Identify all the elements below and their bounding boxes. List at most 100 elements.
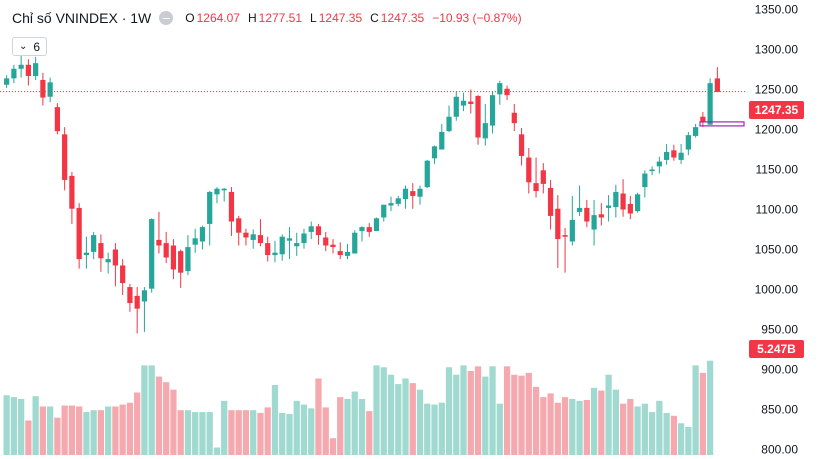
candle-body <box>192 238 198 245</box>
candle-body <box>352 232 358 254</box>
low-value: 1247.35 <box>318 11 363 25</box>
indicators-toggle[interactable]: ⌄ 6 <box>12 37 48 56</box>
volume-bar <box>706 360 714 455</box>
y-tick-label: 1000.00 <box>755 283 799 297</box>
candle-body <box>11 68 17 79</box>
candle-body <box>149 219 155 289</box>
volume-bar <box>540 397 547 455</box>
indicators-count: 6 <box>33 39 41 54</box>
candle-body <box>170 245 177 270</box>
volume-bar <box>656 400 663 455</box>
volume-bar <box>112 406 119 455</box>
close-label: C <box>370 11 379 25</box>
volume-bar <box>685 427 692 455</box>
volume-bar <box>192 412 199 455</box>
close-value: 1247.35 <box>380 11 425 25</box>
candle-body <box>243 232 249 238</box>
volume-bar <box>148 365 155 455</box>
candle-body <box>83 252 90 256</box>
volume-bar <box>213 447 221 455</box>
high-label: H <box>247 11 257 25</box>
volume-bar <box>126 402 134 455</box>
volume-bar <box>482 376 489 455</box>
volume-bar <box>554 402 561 455</box>
candle-body <box>359 227 365 232</box>
candle-body <box>279 236 285 255</box>
candle-body <box>395 198 401 204</box>
volume-bar <box>163 382 170 455</box>
candle-body <box>555 208 561 240</box>
volume-bar <box>97 410 105 455</box>
volume-bar <box>264 407 271 455</box>
high-value: 1277.51 <box>258 11 303 25</box>
candle-body <box>489 95 496 126</box>
candle-body <box>286 238 293 241</box>
volume-bar <box>634 406 641 455</box>
candle-body <box>4 78 10 85</box>
volume-bar <box>10 397 17 455</box>
volume-bar <box>431 404 438 455</box>
volume-bar <box>569 399 576 455</box>
candle-body <box>54 107 60 132</box>
candle-body <box>18 64 24 69</box>
candle-body <box>156 239 162 246</box>
candle-body <box>707 83 713 125</box>
candle-body <box>207 191 213 224</box>
chart-legend: Chỉ số VNINDEX · 1W – O 1264.07 H 1277.5… <box>12 10 522 26</box>
volume-bar <box>648 412 656 455</box>
candle-body <box>69 175 75 209</box>
volume-bar <box>242 410 250 455</box>
candle-body <box>598 214 604 218</box>
volume-bar <box>257 413 264 455</box>
candle-body <box>214 188 220 195</box>
candle-body <box>33 63 39 76</box>
candle-body <box>576 207 583 212</box>
candle-body <box>221 188 227 191</box>
price-marker <box>699 121 745 127</box>
volume-bar <box>68 405 76 455</box>
volume-bar <box>134 392 141 455</box>
candle-body <box>228 191 235 222</box>
symbol-title[interactable]: Chỉ số VNINDEX · 1W <box>12 10 152 26</box>
volume-bar <box>344 399 351 455</box>
candle-body <box>656 161 662 167</box>
candle-body <box>250 234 256 240</box>
candle-body <box>605 205 612 208</box>
candle-body <box>685 135 691 150</box>
y-tick-label: 1350.00 <box>755 3 799 17</box>
volume-bar <box>605 374 612 455</box>
candle-body <box>163 243 169 258</box>
volume-bar <box>641 403 648 455</box>
volume-bar <box>235 410 242 455</box>
volume-bar <box>177 410 184 455</box>
minus-icon[interactable]: – <box>159 11 174 25</box>
open-label: O <box>185 11 195 25</box>
volume-bar <box>39 406 47 455</box>
candle-body <box>47 82 53 97</box>
overlay-layer <box>0 91 748 127</box>
candle-body <box>562 235 568 237</box>
y-tick-label: 1250.00 <box>755 83 799 97</box>
candle-body <box>62 134 68 180</box>
volume-bar <box>619 403 627 455</box>
y-tick-label: 1100.00 <box>756 203 799 217</box>
volume-bar <box>503 366 511 455</box>
y-tick-label: 1200.00 <box>755 123 799 137</box>
candle-body <box>178 251 184 273</box>
volume-bar <box>170 389 177 455</box>
volume-bar <box>547 393 554 455</box>
candle-body <box>627 203 633 214</box>
candle-body <box>526 157 532 183</box>
candle-body <box>460 100 467 106</box>
candle-body <box>25 64 31 76</box>
candle-body <box>199 227 206 242</box>
volume-bar <box>453 374 460 455</box>
price-axis-background <box>746 0 818 459</box>
candle-body <box>236 218 242 233</box>
candle-body <box>497 83 503 95</box>
candle-body <box>569 219 575 242</box>
volume-bar <box>54 417 61 455</box>
volume-bar <box>119 404 126 455</box>
volume-bar <box>402 378 409 455</box>
